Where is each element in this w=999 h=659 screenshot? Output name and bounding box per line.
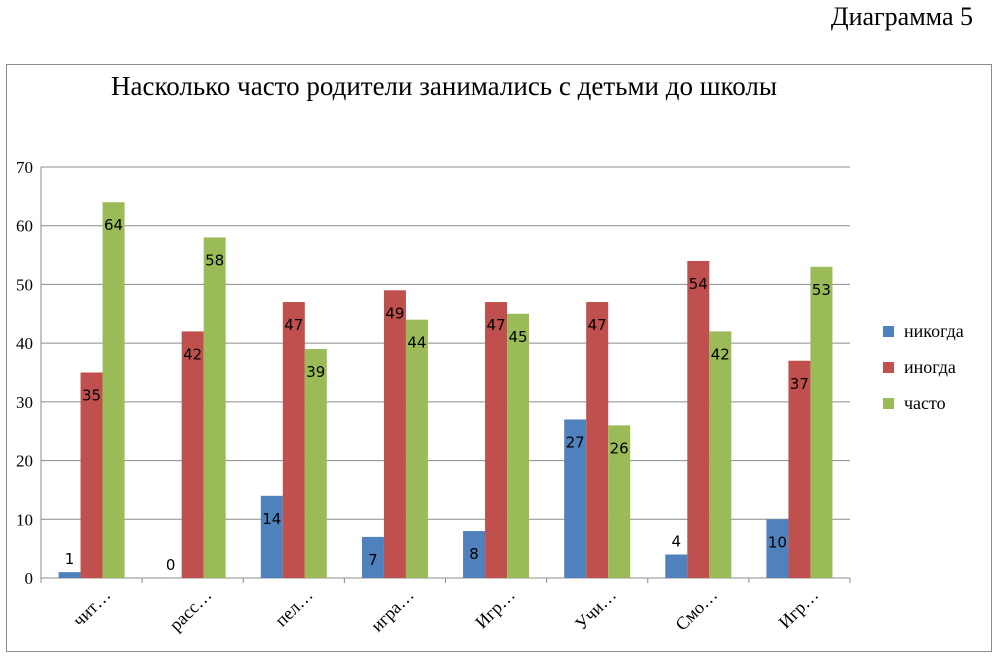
data-label: 44 bbox=[407, 334, 426, 352]
bar bbox=[564, 419, 587, 578]
data-label: 0 bbox=[166, 556, 176, 574]
bar bbox=[507, 313, 530, 578]
legend-item-never: никогда bbox=[883, 313, 964, 349]
x-tick-label: Смо… bbox=[671, 585, 721, 635]
x-tick-label: чит… bbox=[69, 585, 115, 631]
bar bbox=[361, 536, 384, 578]
data-label: 37 bbox=[790, 375, 809, 393]
legend-label: иногда bbox=[904, 356, 956, 377]
data-label: 27 bbox=[566, 433, 585, 451]
bar bbox=[58, 572, 81, 578]
x-tick-label: Учи… bbox=[571, 585, 620, 634]
y-tick-label: 40 bbox=[16, 334, 33, 353]
data-label: 1 bbox=[65, 550, 75, 568]
bar bbox=[586, 302, 609, 578]
bar bbox=[282, 302, 305, 578]
y-tick-label: 10 bbox=[16, 510, 33, 529]
bar bbox=[788, 360, 811, 578]
bar bbox=[405, 319, 428, 578]
y-tick-label: 30 bbox=[16, 393, 33, 412]
data-label: 49 bbox=[385, 304, 404, 322]
y-tick-label: 70 bbox=[16, 158, 33, 177]
data-label: 42 bbox=[183, 345, 202, 363]
chart-legend: никогда иногда часто bbox=[883, 313, 964, 421]
data-label: 8 bbox=[469, 545, 479, 563]
data-label: 10 bbox=[768, 533, 787, 551]
data-label: 47 bbox=[588, 316, 607, 334]
bar bbox=[665, 554, 688, 578]
legend-swatch bbox=[883, 361, 894, 373]
y-tick-label: 50 bbox=[16, 275, 33, 294]
x-tick-label: Игр… bbox=[775, 585, 823, 633]
bar bbox=[485, 302, 508, 578]
data-label: 45 bbox=[509, 328, 528, 346]
x-tick-label: игра… bbox=[367, 585, 418, 636]
legend-label: часто bbox=[904, 392, 946, 413]
data-label: 39 bbox=[306, 363, 325, 381]
data-label: 47 bbox=[284, 316, 303, 334]
legend-label: никогда bbox=[904, 320, 964, 341]
data-label: 54 bbox=[689, 275, 708, 293]
bar bbox=[304, 349, 327, 578]
y-tick-label: 20 bbox=[16, 452, 33, 471]
legend-item-sometimes: иногда bbox=[883, 349, 964, 385]
bar bbox=[260, 495, 283, 578]
data-label: 14 bbox=[262, 510, 281, 528]
legend-item-often: часто bbox=[883, 385, 964, 421]
bar bbox=[463, 531, 486, 578]
figure-caption: Диаграмма 5 bbox=[830, 2, 973, 31]
bar-chart: 01020304050607013564чит…04258расс…144739… bbox=[16, 158, 851, 636]
data-label: 64 bbox=[104, 216, 123, 234]
y-tick-label: 60 bbox=[16, 217, 33, 236]
data-label: 47 bbox=[487, 316, 506, 334]
bar bbox=[181, 331, 204, 578]
chart-title: Насколько часто родители занимались с де… bbox=[110, 71, 778, 101]
bar bbox=[810, 266, 833, 578]
bar bbox=[687, 260, 710, 578]
legend-swatch bbox=[883, 397, 894, 409]
legend-swatch bbox=[883, 325, 894, 337]
chart-frame: Насколько часто родители занимались с де… bbox=[6, 64, 992, 652]
bar bbox=[766, 519, 789, 578]
x-tick-label: пел… bbox=[271, 585, 317, 631]
data-label: 35 bbox=[82, 387, 101, 405]
x-tick-label: расс… bbox=[165, 585, 215, 635]
bar bbox=[709, 331, 732, 578]
bar bbox=[608, 425, 631, 578]
data-label: 53 bbox=[812, 281, 831, 299]
data-label: 7 bbox=[368, 551, 378, 569]
data-label: 58 bbox=[205, 251, 224, 269]
y-tick-label: 0 bbox=[25, 569, 34, 588]
bar bbox=[80, 372, 103, 578]
bar bbox=[383, 290, 406, 578]
bar bbox=[203, 237, 226, 578]
data-label: 4 bbox=[672, 533, 682, 551]
data-label: 42 bbox=[711, 345, 730, 363]
x-tick-label: Игр… bbox=[471, 585, 519, 633]
bar bbox=[102, 202, 125, 578]
data-label: 26 bbox=[610, 439, 629, 457]
